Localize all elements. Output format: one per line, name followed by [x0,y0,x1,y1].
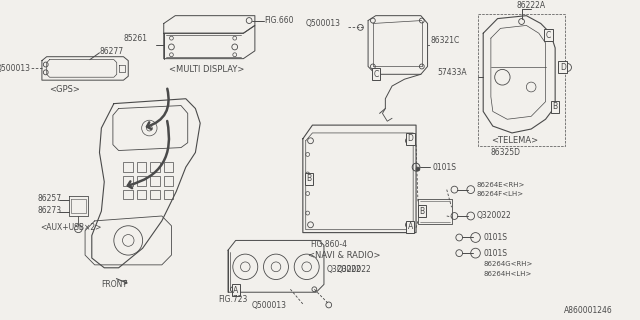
Text: 86277: 86277 [99,47,124,56]
Text: Q320022: Q320022 [337,265,371,274]
Text: D: D [560,63,566,72]
Bar [164,190,173,199]
Text: 86222A: 86222A [516,1,546,10]
Bar [124,162,133,172]
Circle shape [416,167,420,171]
Bar [150,190,160,199]
Text: Q320022: Q320022 [477,212,511,220]
Text: Q500013: Q500013 [0,64,31,73]
Text: 0101S: 0101S [483,233,507,242]
Bar [150,176,160,186]
Bar [124,176,133,186]
Text: Q500013: Q500013 [252,301,287,310]
Bar [164,162,173,172]
Bar [124,190,133,199]
Bar [137,162,147,172]
Text: Q500013: Q500013 [306,19,340,28]
Text: Q320022: Q320022 [327,265,362,274]
Text: D: D [407,134,413,143]
Bar [137,176,147,186]
Text: 86257: 86257 [37,194,61,203]
Text: 0101S: 0101S [433,163,456,172]
Text: 86321C: 86321C [431,36,460,44]
Text: 86273: 86273 [37,206,61,215]
Text: A: A [408,222,413,231]
Bar [164,176,173,186]
Text: 86325D: 86325D [491,148,521,157]
Bar [137,190,147,199]
Text: <GPS>: <GPS> [49,85,81,94]
Text: B: B [306,174,311,183]
Text: <AUX+USB×2>: <AUX+USB×2> [40,223,101,232]
Text: B: B [552,102,557,111]
Text: <NAVI & RADIO>: <NAVI & RADIO> [308,251,380,260]
Text: A: A [233,286,238,295]
Text: FIG.860-4: FIG.860-4 [310,240,348,249]
Text: FIG.660: FIG.660 [264,16,294,25]
Text: 85261: 85261 [124,34,147,43]
Bar [150,162,160,172]
Text: 86264E<RH>: 86264E<RH> [477,182,525,188]
Text: C: C [546,31,551,40]
Text: B: B [419,207,424,216]
Text: A860001246: A860001246 [564,306,612,315]
Text: FRONT: FRONT [101,280,127,289]
Text: 0101S: 0101S [483,249,507,258]
Text: <TELEMA>: <TELEMA> [491,136,538,145]
Text: <MULTI DISPLAY>: <MULTI DISPLAY> [168,65,244,74]
Text: 57433A: 57433A [437,68,467,77]
Text: 86264F<LH>: 86264F<LH> [477,191,524,197]
Text: FIG.723: FIG.723 [218,295,248,304]
Text: 86264H<LH>: 86264H<LH> [483,271,532,277]
Text: C: C [373,70,378,79]
Text: 86264G<RH>: 86264G<RH> [483,261,532,267]
